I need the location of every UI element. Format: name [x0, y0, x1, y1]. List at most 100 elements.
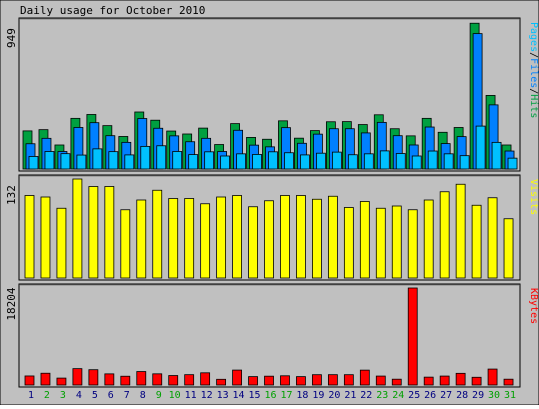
bar-visits-day-23 — [375, 207, 386, 279]
bar-kbytes-day-17 — [280, 375, 290, 386]
bar-visits-day-19 — [312, 198, 322, 279]
bar-pages-day-17 — [284, 152, 294, 170]
x-tick-label-day-17: 17 — [280, 390, 292, 401]
panel-1-legend: Pages/Files/Hits — [528, 22, 539, 118]
x-tick-label-day-29: 29 — [472, 390, 484, 401]
bar-pages-day-21 — [347, 154, 358, 170]
legend-entry-0: Pages — [528, 22, 539, 52]
bar-visits-day-17 — [280, 195, 290, 279]
bar-kbytes-day-31 — [503, 378, 514, 386]
bar-kbytes-day-10 — [168, 375, 179, 386]
x-tick-label-day-20: 20 — [328, 390, 340, 401]
bar-visits-day-6 — [104, 186, 115, 279]
bar-kbytes-day-7 — [120, 375, 131, 386]
panel-2-ymax-label: 132 — [5, 185, 18, 205]
x-tick-label-day-22: 22 — [360, 390, 372, 401]
bar-kbytes-day-14 — [232, 369, 242, 386]
panel-2-legend: Visits — [528, 179, 539, 215]
bar-kbytes-day-4 — [72, 368, 83, 386]
bar-pages-day-27 — [443, 153, 454, 170]
bar-visits-day-24 — [391, 205, 402, 279]
bar-pages-day-11 — [188, 154, 199, 170]
bar-pages-day-6 — [108, 151, 119, 170]
bar-visits-day-12 — [200, 203, 211, 279]
x-tick-label-day-25: 25 — [408, 390, 420, 401]
bar-pages-day-22 — [363, 153, 374, 170]
bar-pages-day-1 — [28, 156, 39, 170]
bar-kbytes-day-26 — [423, 376, 434, 386]
bar-pages-day-16 — [268, 151, 278, 170]
x-tick-label-day-28: 28 — [456, 390, 468, 401]
bar-pages-day-9 — [156, 145, 167, 170]
panel-3-frame — [18, 283, 521, 388]
x-tick-label-day-21: 21 — [344, 390, 356, 401]
x-tick-label-day-23: 23 — [376, 390, 388, 401]
bar-kbytes-day-19 — [312, 374, 322, 386]
bar-visits-day-27 — [439, 191, 450, 279]
bar-pages-day-12 — [204, 151, 215, 170]
bar-pages-day-14 — [236, 153, 246, 170]
x-tick-label-day-27: 27 — [440, 390, 452, 401]
bar-kbytes-day-21 — [343, 374, 354, 386]
bar-pages-day-3 — [60, 153, 71, 170]
bar-pages-day-5 — [92, 148, 103, 170]
legend-entry-2: Files — [528, 58, 539, 88]
bar-visits-day-8 — [136, 199, 147, 279]
bar-kbytes-day-16 — [264, 375, 274, 386]
x-tick-label-day-1: 1 — [28, 390, 34, 401]
bar-visits-day-15 — [248, 206, 258, 279]
bar-visits-day-13 — [216, 196, 227, 279]
bar-pages-day-28 — [459, 155, 470, 170]
bar-pages-day-31 — [507, 157, 518, 170]
bar-visits-day-7 — [120, 209, 131, 279]
bar-kbytes-day-20 — [327, 374, 338, 386]
bar-pages-day-23 — [379, 150, 390, 170]
bar-visits-day-29 — [471, 204, 482, 279]
legend-entry-0: Visits — [528, 179, 539, 215]
legend-entry-4: Hits — [528, 94, 539, 118]
bar-visits-day-25 — [407, 209, 418, 279]
bar-pages-day-4 — [76, 154, 87, 170]
bar-kbytes-day-13 — [216, 378, 227, 386]
bar-visits-day-4 — [72, 178, 83, 279]
legend-entry-1: / — [528, 52, 539, 58]
bar-kbytes-day-8 — [136, 371, 147, 386]
bar-kbytes-day-12 — [200, 372, 211, 386]
bar-kbytes-day-11 — [184, 374, 195, 386]
bar-kbytes-day-5 — [88, 369, 99, 386]
bar-kbytes-day-23 — [375, 375, 386, 386]
bar-kbytes-day-18 — [296, 376, 306, 386]
chart-title: Daily usage for October 2010 — [20, 4, 205, 17]
bar-pages-day-29 — [475, 125, 486, 170]
bar-kbytes-day-29 — [471, 376, 482, 386]
bar-visits-day-20 — [327, 195, 338, 279]
x-tick-label-day-10: 10 — [169, 390, 181, 401]
bar-kbytes-day-9 — [152, 373, 163, 386]
x-tick-label-day-11: 11 — [185, 390, 197, 401]
bar-pages-day-18 — [300, 154, 310, 170]
x-tick-label-day-19: 19 — [312, 390, 324, 401]
bar-visits-day-28 — [455, 183, 466, 279]
bar-visits-day-21 — [343, 207, 354, 279]
bar-visits-day-11 — [184, 198, 195, 279]
x-tick-label-day-16: 16 — [264, 390, 276, 401]
bar-kbytes-day-28 — [455, 372, 466, 386]
bar-kbytes-day-3 — [56, 377, 67, 386]
x-tick-label-day-3: 3 — [60, 390, 66, 401]
bar-pages-day-30 — [491, 141, 502, 170]
bar-visits-day-3 — [56, 207, 67, 279]
bar-pages-day-13 — [220, 155, 231, 170]
x-tick-label-day-12: 12 — [201, 390, 213, 401]
bar-kbytes-day-30 — [487, 368, 498, 386]
x-tick-label-day-15: 15 — [249, 390, 261, 401]
panel-3-legend: KBytes — [528, 288, 539, 324]
x-tick-label-day-18: 18 — [296, 390, 308, 401]
bar-visits-day-26 — [423, 199, 434, 279]
x-tick-label-day-30: 30 — [488, 390, 500, 401]
x-tick-label-day-24: 24 — [392, 390, 404, 401]
x-tick-label-day-2: 2 — [44, 390, 50, 401]
x-tick-label-day-9: 9 — [156, 390, 162, 401]
bar-visits-day-18 — [296, 195, 306, 279]
bar-kbytes-day-24 — [391, 378, 402, 386]
